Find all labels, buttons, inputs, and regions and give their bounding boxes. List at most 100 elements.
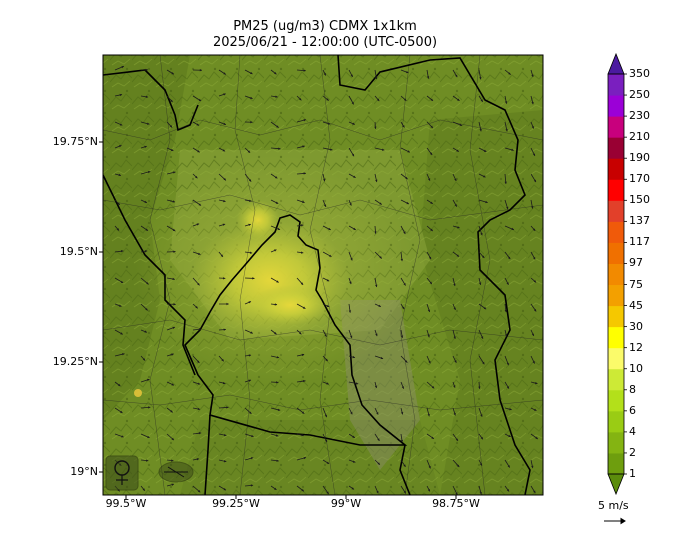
wind-arrow-head: [355, 382, 359, 385]
wind-arrow-head: [276, 459, 279, 462]
wind-arrow-head: [120, 332, 123, 335]
colorbar-tick-label: 210: [629, 130, 650, 144]
wind-arrow-head: [481, 255, 485, 258]
wind-arrow-head: [375, 333, 378, 337]
lon-tick-label: 99.5°W: [105, 497, 147, 510]
wind-arrow-head: [349, 281, 352, 285]
wind-arrow-head: [249, 411, 252, 414]
lon-tick-label: 98.75°W: [432, 497, 480, 510]
wind-arrow-head: [172, 277, 175, 281]
colorbar-band: [608, 284, 624, 307]
wind-arrow-head: [118, 304, 122, 307]
wind-arrow-head: [301, 224, 304, 227]
wind-arrow-head: [248, 379, 252, 382]
wind-arrow-head: [145, 68, 148, 72]
wind-arrow-head: [350, 74, 353, 77]
wind-arrow-head: [480, 99, 483, 102]
wind-arrow-head: [222, 149, 226, 152]
colorbar-band: [608, 305, 624, 328]
wind-arrow-head: [324, 414, 327, 418]
wind-arrow-head: [430, 228, 433, 232]
wind-arrow-head: [250, 457, 254, 460]
wind-arrow-head: [454, 204, 457, 207]
wind-arrow-head: [324, 439, 328, 443]
colorbar-band: [608, 410, 624, 433]
wind-arrow-head: [326, 491, 329, 495]
wind-arrow-head: [531, 101, 534, 105]
colorbar-band: [608, 347, 624, 370]
wind-arrow-head: [453, 413, 456, 416]
map-area: [103, 55, 543, 495]
wind-arrow-head: [400, 412, 404, 415]
wind-arrow-head: [406, 201, 409, 205]
wind-arrow-head: [508, 434, 511, 438]
wind-arrow-head: [197, 407, 201, 411]
wind-arrow-head: [380, 356, 384, 360]
wind-arrow-head: [251, 434, 254, 438]
wind-arrow-head: [223, 72, 226, 75]
wind-arrow-head: [249, 199, 252, 202]
wind-arrow-head: [431, 436, 434, 439]
sedema-logo-icon: [105, 455, 139, 491]
colorbar-band: [608, 368, 624, 391]
wind-arrow-head: [196, 223, 200, 226]
wind-arrow-head: [142, 488, 145, 491]
wind-arrow-head: [459, 123, 462, 126]
colorbar-tick-label: 6: [629, 403, 636, 417]
wind-arrow-head: [277, 408, 281, 411]
wind-arrow-head: [197, 382, 201, 385]
wind-arrow-head: [509, 408, 512, 411]
wind-arrow-head: [376, 98, 380, 102]
wind-arrow-head: [274, 487, 277, 490]
wind-arrow-head: [223, 122, 226, 125]
axis-ticks: [99, 141, 457, 499]
colorbar-tick-label: 230: [629, 109, 650, 123]
colorbar-tick-label: 150: [629, 193, 650, 207]
wind-arrow-head: [479, 463, 483, 466]
wind-arrow-head: [195, 305, 198, 309]
colorbar-tick-label: 4: [629, 424, 636, 438]
wind-arrow-head: [198, 203, 202, 206]
wind-arrow-head: [480, 414, 483, 417]
wind-arrow-head: [276, 356, 280, 359]
wind-arrow-head: [173, 171, 176, 174]
wind-arrow-head: [403, 283, 406, 286]
wind-arrow-head: [535, 381, 538, 385]
wind-arrow-head: [431, 386, 435, 389]
pm25-plume-north: [236, 200, 280, 240]
wind-arrow-head: [376, 412, 379, 415]
wind-arrow-head: [531, 333, 534, 337]
wind-arrow-head: [453, 385, 456, 388]
wind-arrow-head: [506, 206, 509, 210]
wind-arrow-head: [532, 361, 535, 364]
wind-arrow-head: [302, 306, 306, 309]
wind-arrow-head: [250, 484, 254, 487]
wind-arrow-head: [173, 250, 176, 253]
wind-arrow-head: [119, 93, 123, 97]
colorbar-tick-label: 2: [629, 445, 636, 459]
wind-arrow-head: [145, 228, 148, 231]
wind-arrow-head: [120, 280, 124, 283]
wind-arrow-head: [504, 181, 507, 184]
wind-arrow-head: [170, 148, 174, 151]
wind-arrow-head: [508, 72, 511, 75]
wind-arrow-head: [427, 413, 430, 417]
wind-arrow-head: [375, 76, 378, 80]
wind-arrow-head: [532, 228, 536, 231]
wind-arrow-head: [303, 69, 306, 72]
wind-arrow-head: [248, 354, 252, 357]
wind-arrow-head: [173, 303, 176, 306]
wind-arrow-head: [511, 227, 514, 231]
wind-arrow-head: [328, 227, 331, 230]
wind-arrow-head: [145, 308, 148, 311]
wind-arrow-head: [456, 149, 459, 152]
wind-arrow-head: [326, 98, 329, 101]
wind-arrow-head: [479, 491, 482, 495]
wind-arrow-head: [507, 465, 510, 468]
wind-arrow-head: [302, 145, 305, 148]
wind-arrow-head: [531, 465, 534, 469]
wind-arrow-head: [478, 282, 482, 285]
wind-arrow-head: [275, 201, 279, 204]
wind-arrow-head: [303, 456, 307, 460]
wind-arrow-head: [276, 280, 279, 283]
